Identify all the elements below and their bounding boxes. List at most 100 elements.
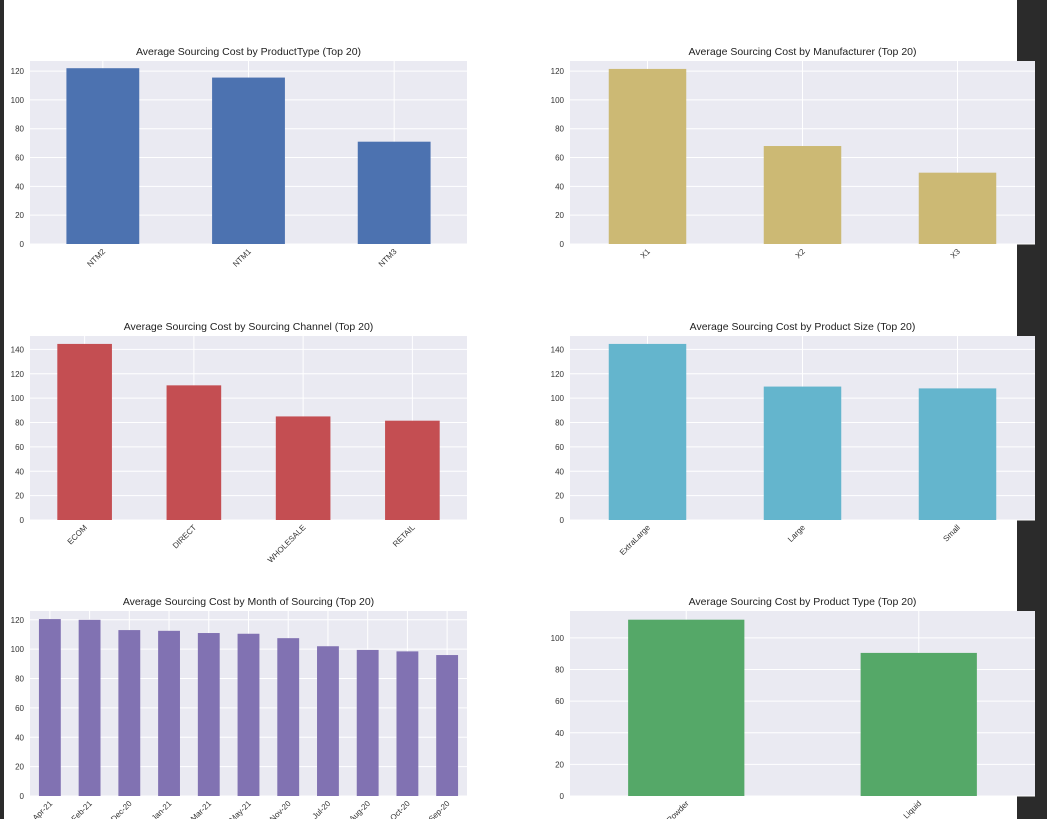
y-tick-label: 80	[15, 419, 24, 428]
bar-x1	[608, 68, 687, 244]
chart-sourcing-channel: 0 20 40 60 80 100 120 140 ECOM DIRECT WHOLESALE RET…	[11, 321, 467, 565]
bar-aug-20	[356, 649, 379, 796]
y-tick-label: 100	[11, 96, 25, 105]
y-tick-label: 20	[555, 492, 564, 501]
x-tick-label: May-21	[228, 799, 254, 819]
y-tick-label: 80	[555, 125, 564, 134]
y-tick-label: 120	[11, 616, 25, 625]
x-tick-label: WHOLESALE	[266, 523, 308, 565]
y-tick-label: 100	[551, 96, 565, 105]
y-tick-label: 40	[15, 467, 24, 476]
y-tick-label: 0	[560, 516, 565, 525]
bar-dec-20	[118, 630, 141, 796]
x-tick-label: Large	[786, 523, 807, 544]
x-tick-label: Liquid	[902, 799, 923, 819]
chart-product-type-2: 0 20 40 60 80 100 Powder Liquid Average Sourcing…	[551, 596, 1035, 819]
y-tick-label: 40	[15, 182, 24, 191]
x-tick-label: ECOM	[66, 523, 90, 547]
x-tick-label: RETAIL	[391, 523, 417, 549]
y-tick-label: 100	[551, 394, 565, 403]
bar-small	[918, 388, 997, 520]
bar-ntm2	[66, 68, 140, 244]
bar-oct-20	[396, 651, 419, 796]
x-tick-label: Dec-20	[109, 799, 134, 819]
y-tick-label: 140	[551, 345, 565, 354]
y-tick-label: 20	[15, 492, 24, 501]
x-tick-label: X2	[794, 247, 808, 261]
y-tick-label: 60	[555, 697, 564, 706]
x-tick-label: Sep-20	[427, 799, 452, 819]
x-tick-label: DIRECT	[171, 523, 198, 550]
y-tick-label: 20	[555, 760, 564, 769]
y-tick-label: 60	[555, 154, 564, 163]
bar-jul-20	[317, 646, 339, 796]
x-tick-label: Feb-21	[70, 799, 95, 819]
chart-month-of-sourcing: 0 20 40 60 80 100 120 Apr-21 Feb-21 Dec-20 Jan-21 M…	[11, 596, 467, 819]
bar-jan-21	[158, 630, 180, 796]
x-tick-label: Powder	[665, 799, 691, 819]
y-tick-label: 100	[11, 394, 25, 403]
bar-powder	[628, 619, 745, 796]
bar-retail	[385, 420, 440, 520]
y-tick-label: 80	[555, 666, 564, 675]
y-tick-label: 60	[15, 443, 24, 452]
y-tick-label: 0	[560, 240, 565, 249]
chart-product-type: 0 20 40 60 80 100 120 NTM2 NTM1 NTM3 Average Sourc…	[11, 46, 467, 269]
bar-nov-20	[277, 638, 300, 796]
y-tick-label: 20	[15, 211, 24, 220]
chart-title: Average Sourcing Cost by Month of Sourci…	[123, 596, 374, 608]
y-tick-label: 60	[15, 154, 24, 163]
bar-extralarge	[608, 343, 687, 520]
x-tick-label: NTM3	[377, 247, 399, 269]
chart-title: Average Sourcing Cost by Manufacturer (T…	[688, 46, 916, 58]
bar-ntm3	[357, 141, 431, 244]
bar-ecom	[57, 343, 112, 520]
y-tick-label: 120	[11, 370, 25, 379]
chart-title: Average Sourcing Cost by ProductType (To…	[136, 46, 361, 58]
y-tick-label: 20	[15, 763, 24, 772]
y-tick-label: 0	[20, 792, 25, 801]
y-tick-label: 100	[551, 634, 565, 643]
y-tick-label: 120	[551, 67, 565, 76]
bar-ntm1	[212, 77, 285, 244]
bar-apr-21	[38, 619, 61, 796]
chart-title: Average Sourcing Cost by Product Type (T…	[689, 596, 917, 608]
y-tick-label: 80	[555, 419, 564, 428]
x-tick-label: Small	[941, 523, 962, 544]
x-tick-label: Nov-20	[268, 799, 293, 819]
y-tick-label: 0	[20, 516, 25, 525]
y-tick-label: 120	[11, 67, 25, 76]
bar-sep-20	[436, 655, 459, 796]
y-tick-label: 40	[555, 182, 564, 191]
chart-manufacturer: 0 20 40 60 80 100 120 X1 X2 X3 Average Sourcing Co…	[551, 46, 1035, 261]
bar-liquid	[860, 652, 977, 796]
x-tick-label: X1	[639, 247, 653, 261]
y-tick-label: 120	[551, 370, 565, 379]
x-tick-label: X3	[949, 247, 963, 261]
bar-wholesale	[275, 416, 331, 520]
x-tick-label: Apr-21	[31, 799, 55, 819]
y-tick-label: 80	[15, 125, 24, 134]
chart-product-size: 0 20 40 60 80 100 120 140 ExtraLarge Large Small Av…	[551, 321, 1035, 557]
y-tick-label: 60	[15, 704, 24, 713]
y-tick-label: 40	[555, 467, 564, 476]
window-frame-left	[0, 0, 4, 819]
y-tick-label: 0	[560, 792, 565, 801]
bar-feb-21	[78, 619, 101, 796]
y-tick-label: 20	[555, 211, 564, 220]
x-tick-label: NTM1	[231, 247, 253, 269]
x-tick-label: Oct-20	[388, 799, 412, 819]
y-tick-label: 40	[555, 729, 564, 738]
x-tick-label: Aug-20	[347, 799, 372, 819]
x-tick-label: Jul-20	[311, 799, 333, 819]
bar-x2	[763, 146, 842, 244]
x-tick-label: NTM2	[85, 247, 107, 269]
y-tick-label: 100	[11, 645, 25, 654]
y-tick-label: 80	[15, 675, 24, 684]
x-tick-label: Jan-21	[150, 799, 174, 819]
chart-title: Average Sourcing Cost by Sourcing Channe…	[124, 321, 374, 333]
bar-x3	[918, 172, 997, 244]
bar-may-21	[237, 633, 260, 796]
bar-mar-21	[197, 633, 220, 796]
y-tick-label: 60	[555, 443, 564, 452]
